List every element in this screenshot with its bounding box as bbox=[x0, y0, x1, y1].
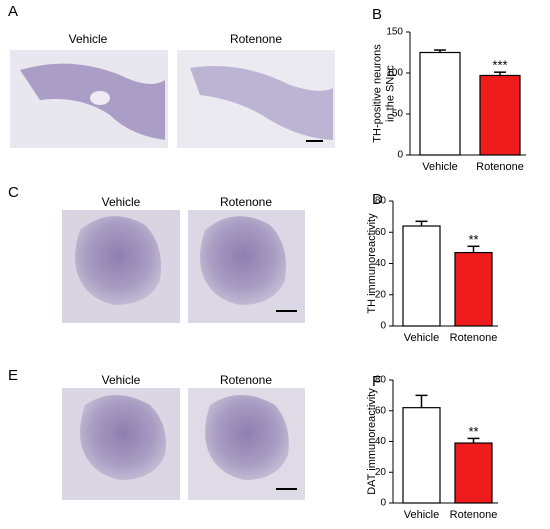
image-caption: Vehicle bbox=[69, 32, 108, 46]
image-caption: Rotenone bbox=[220, 195, 272, 209]
micrograph-group bbox=[10, 50, 335, 148]
significance-label: *** bbox=[492, 58, 507, 73]
y-tick-label: 50 bbox=[392, 109, 404, 120]
bar bbox=[454, 251, 493, 327]
image-caption: Rotenone bbox=[230, 32, 282, 46]
significance-label: ** bbox=[468, 232, 478, 247]
tissue bbox=[205, 395, 289, 480]
bar bbox=[402, 225, 441, 327]
y-tick-label: 60 bbox=[375, 405, 387, 416]
x-tick-label: Rotenone bbox=[476, 161, 524, 173]
image-caption: Rotenone bbox=[220, 373, 272, 387]
panel-letter: F bbox=[372, 373, 381, 390]
panel-letter: D bbox=[372, 191, 383, 208]
y-tick-label: 100 bbox=[386, 68, 403, 79]
image-caption: Vehicle bbox=[102, 373, 141, 387]
tissue bbox=[80, 395, 166, 480]
y-axis-label: DAT immunoreactivity bbox=[366, 388, 378, 495]
x-tick-label: Vehicle bbox=[404, 509, 439, 521]
x-tick-label: Vehicle bbox=[404, 332, 439, 344]
bar bbox=[454, 442, 493, 504]
tissue bbox=[190, 66, 333, 140]
tissue bbox=[75, 216, 161, 305]
y-tick-label: 20 bbox=[375, 467, 387, 478]
micrograph-group bbox=[62, 388, 305, 500]
panel-letter: C bbox=[8, 184, 19, 201]
y-axis-label: TH-positive neurons bbox=[371, 44, 383, 143]
bar bbox=[402, 407, 441, 504]
significance-label: ** bbox=[468, 424, 478, 439]
bar bbox=[479, 74, 521, 156]
panel-letter: B bbox=[372, 6, 382, 23]
panel-letter: E bbox=[8, 367, 18, 384]
bar bbox=[419, 51, 461, 156]
y-tick-label: 0 bbox=[380, 498, 386, 509]
y-axis-label: in the SNpc bbox=[384, 65, 396, 122]
y-tick-label: 150 bbox=[386, 27, 403, 38]
y-tick-label: 60 bbox=[375, 227, 387, 238]
x-tick-label: Vehicle bbox=[422, 161, 457, 173]
panel-letter: A bbox=[8, 3, 18, 20]
micrograph-group bbox=[62, 210, 305, 323]
y-tick-label: 80 bbox=[375, 196, 387, 207]
image-caption: Vehicle bbox=[102, 195, 141, 209]
y-tick-label: 40 bbox=[375, 436, 387, 447]
y-tick-label: 0 bbox=[380, 321, 386, 332]
x-tick-label: Rotenone bbox=[450, 332, 498, 344]
tissue bbox=[200, 216, 286, 305]
y-axis-label: TH immunoreactivity bbox=[366, 213, 378, 314]
y-tick-label: 20 bbox=[375, 289, 387, 300]
y-tick-label: 40 bbox=[375, 258, 387, 269]
y-tick-label: 80 bbox=[375, 375, 387, 386]
tissue bbox=[90, 91, 110, 105]
y-tick-label: 0 bbox=[397, 150, 403, 161]
x-tick-label: Rotenone bbox=[450, 509, 498, 521]
